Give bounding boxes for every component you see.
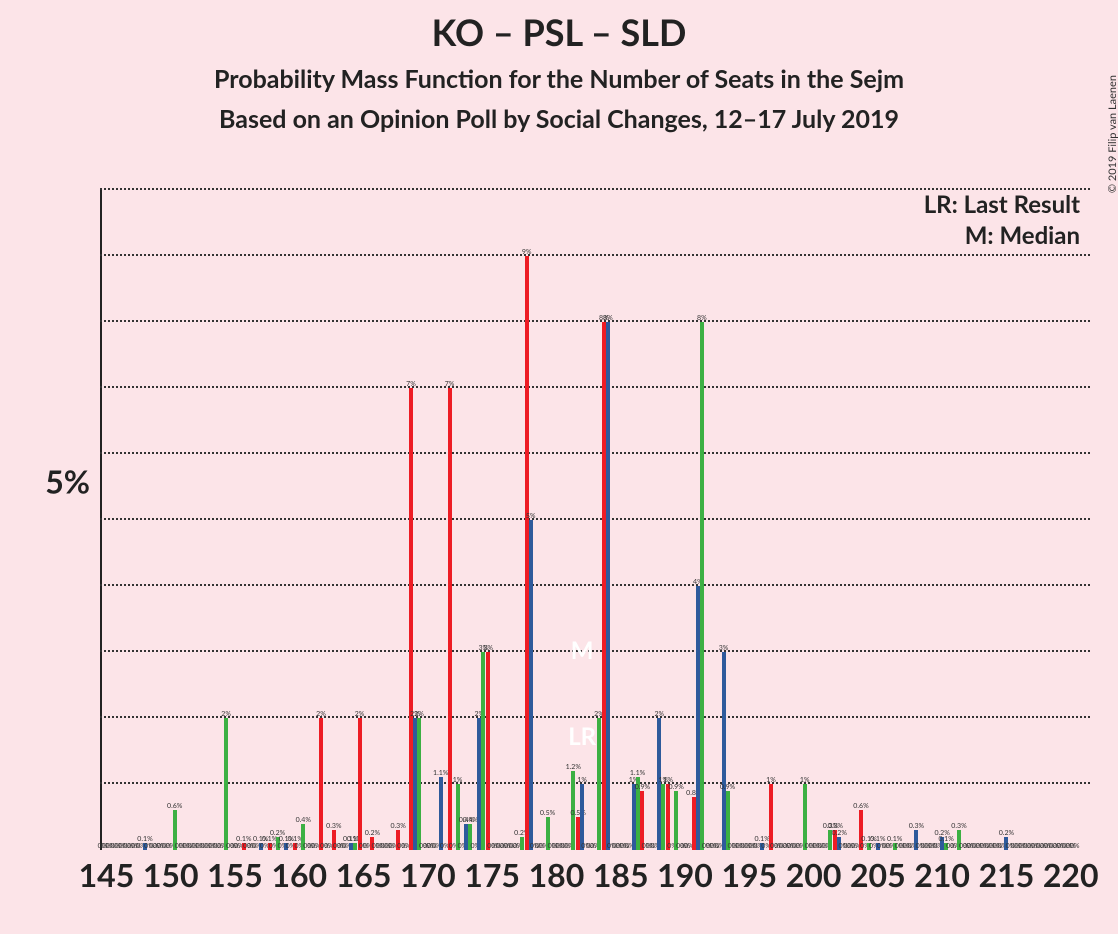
bar: 1% [666, 784, 670, 850]
bar-value-label: 0.3% [390, 822, 405, 830]
x-tick-label: 145 [79, 855, 135, 894]
bar: 2% [319, 718, 323, 850]
y-tick-label: 5% [45, 462, 90, 501]
chart-area: 5% 0%0%0%0%0%0%0%0%0%0%0.1%0%0%0%0%0%0%0… [100, 190, 1090, 850]
bar: 8% [606, 322, 610, 850]
x-tick-label: 165 [336, 855, 392, 894]
bar-value-label: 8% [603, 314, 613, 322]
x-tick-label: 170 [400, 855, 456, 894]
copyright: © 2019 Filip van Laenen [1106, 75, 1118, 193]
bar-value-label: 0.9% [668, 783, 683, 791]
bar: 8% [700, 322, 704, 850]
bar: 1% [803, 784, 807, 850]
x-axis-labels: 1451501551601651701751801851901952002052… [100, 850, 1090, 910]
last-result-annotation: LR [568, 722, 596, 751]
legend-m: M: Median [924, 221, 1080, 250]
bar-value-label: 0.6% [853, 802, 868, 810]
y-axis [100, 190, 102, 850]
legend-lr: LR: Last Result [924, 190, 1080, 219]
bar-value-label: 0.9% [635, 783, 650, 791]
bar-value-label: 1% [577, 776, 587, 784]
bar-value-label: 2% [414, 710, 424, 718]
x-tick-label: 195 [721, 855, 777, 894]
gridline [100, 452, 1090, 454]
bar-value-label: 0.6% [167, 802, 182, 810]
x-tick-label: 200 [786, 855, 842, 894]
gridline: 5% [100, 518, 1090, 520]
bar-value-label: 7% [445, 380, 455, 388]
bar-value-label: 0.3% [951, 822, 966, 830]
gridline [100, 254, 1090, 256]
bar: 2% [358, 718, 362, 850]
bar-value-label: 1.2% [566, 763, 581, 771]
bar: 0.2% [520, 837, 524, 850]
gridline [100, 584, 1090, 586]
x-tick-label: 150 [143, 855, 199, 894]
bar: 1% [769, 784, 773, 850]
bar: 1% [661, 784, 665, 850]
bar-value-label: 0.2% [365, 829, 380, 837]
gridline [100, 320, 1090, 322]
bar: 1.1% [439, 777, 443, 850]
bar: 3% [486, 652, 490, 850]
bar-value-label: 0.2% [832, 829, 847, 837]
bar: 2% [224, 718, 228, 850]
bar-value-label: 7% [406, 380, 416, 388]
bar: 3% [481, 652, 485, 850]
bar-value-label: 0.9% [720, 783, 735, 791]
median-annotation: M [571, 636, 594, 665]
bar-value-label: 0.4% [296, 816, 311, 824]
x-tick-label: 210 [914, 855, 970, 894]
bar-value-label: 5% [526, 512, 536, 520]
x-tick-label: 180 [529, 855, 585, 894]
bar-value-label: 2% [221, 710, 231, 718]
bar-value-label: 2% [654, 710, 664, 718]
x-tick-label: 220 [1043, 855, 1099, 894]
chart-title: KO – PSL – SLD [0, 10, 1118, 54]
x-tick-label: 215 [979, 855, 1035, 894]
bar: 0.1% [353, 843, 357, 850]
x-tick-label: 185 [593, 855, 649, 894]
x-tick-label: 205 [850, 855, 906, 894]
bar-value-label: 3% [483, 644, 493, 652]
bar-value-label: 0.5% [540, 809, 555, 817]
x-tick-label: 190 [657, 855, 713, 894]
bar-value-label: 1.1% [630, 769, 645, 777]
bar-value-label: 0.4% [463, 816, 478, 824]
bar: 2% [597, 718, 601, 850]
chart-subtitle-1: Probability Mass Function for the Number… [0, 64, 1118, 94]
bar: 1% [580, 784, 584, 850]
bar-value-label: 0% [1070, 842, 1080, 850]
bar: 2% [417, 718, 421, 850]
bar-value-label: 1.1% [433, 769, 448, 777]
bar-value-label: 1% [766, 776, 776, 784]
x-tick-label: 155 [207, 855, 263, 894]
bar: 5% [529, 520, 533, 850]
chart-subtitle-2: Based on an Opinion Poll by Social Chang… [0, 104, 1118, 134]
gridline [100, 386, 1090, 388]
gridline [100, 782, 1090, 784]
bar: 7% [448, 388, 452, 850]
x-tick-label: 175 [464, 855, 520, 894]
bar-value-label: 3% [719, 644, 729, 652]
bar-value-label: 1% [453, 776, 463, 784]
bar-value-label: 0.3% [909, 822, 924, 830]
x-tick-label: 160 [271, 855, 327, 894]
bar-value-label: 0.3% [326, 822, 341, 830]
bar-value-label: 1% [800, 776, 810, 784]
bar-value-label: 9% [522, 248, 532, 256]
gridline [100, 650, 1090, 652]
bar-value-label: 0.2% [999, 829, 1014, 837]
bar-value-label: 2% [355, 710, 365, 718]
bar-value-label: 8% [697, 314, 707, 322]
legend: LR: Last Result M: Median [924, 190, 1080, 252]
bar-value-label: 2% [316, 710, 326, 718]
